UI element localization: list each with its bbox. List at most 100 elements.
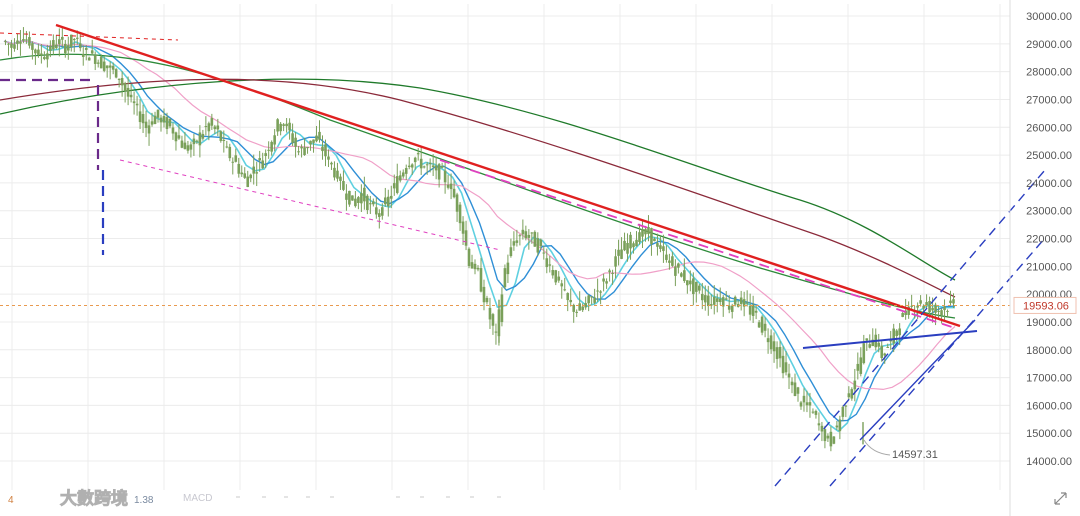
candle-body [778,346,782,359]
candle-body [611,273,614,275]
candle-body [10,43,13,48]
candle-body [563,289,567,291]
candle-body [49,45,52,51]
candle-body [276,119,279,132]
y-tick-label: 27000.00 [1026,94,1072,106]
candle-body [763,323,767,331]
macd-label[interactable]: MACD [183,493,212,504]
candle-body [297,151,300,153]
candle-body [312,139,315,143]
candle-body [709,304,713,306]
candle-body [333,167,336,178]
candle-body [13,44,16,49]
candle-body [781,355,785,374]
y-tick-label: 19000.00 [1026,317,1072,329]
candle-body [638,232,641,243]
downtrend-line [55,23,961,328]
candle-body [108,65,112,68]
candle-body [198,132,202,146]
candle-body [557,276,561,281]
candle-body [34,49,37,54]
candle-body [416,153,420,155]
candle-body [760,316,764,333]
candle-body [712,296,716,305]
candle-body [700,293,704,301]
candle-body [96,62,100,64]
candle-body [443,170,447,183]
trend-overlay-dash [439,159,956,329]
candle-body [739,297,743,305]
candle-body [348,190,351,205]
candle-body [856,363,860,371]
candle-body [659,245,662,249]
channel-lower [829,237,1046,487]
candle-body [165,117,169,129]
candle-body [273,135,276,145]
candle-body [464,230,468,246]
candle-body [775,347,779,359]
candle-body [494,331,498,333]
y-tick-label: 14000.00 [1026,456,1072,468]
candle-body [156,109,160,118]
candle-body [327,156,330,160]
candle-body [668,260,671,263]
candle-body [66,45,70,51]
candle-body [189,144,193,150]
candle-body [626,242,629,254]
candle-body [916,305,919,308]
candle-body [186,145,190,151]
candle-body [213,126,217,130]
y-tick-label: 23000.00 [1026,206,1072,218]
candle-body [581,306,584,311]
candle-body [548,264,552,266]
candle-body [730,305,734,312]
candle-body [389,195,393,199]
expand-icon[interactable] [1054,492,1067,505]
candle-body [820,425,824,432]
candle-body [144,121,148,129]
candle-body [395,176,399,193]
candle-body [488,307,492,320]
candle-body [584,303,587,308]
candle-body [892,328,895,344]
candle-body [650,228,653,245]
candle-body [141,114,145,124]
candle-body [138,111,142,123]
candle-body [689,280,692,285]
candle-body [506,262,510,275]
y-tick-label: 29000.00 [1026,39,1072,51]
candle-body [267,149,270,151]
y-tick-label: 21000.00 [1026,261,1072,273]
candle-body [784,362,788,373]
candle-body [829,431,833,447]
candle-body [530,232,534,234]
candle-body [461,221,465,234]
candle-body [132,101,136,104]
candle-body [55,44,58,49]
candle-body [258,158,261,161]
candle-body [536,238,540,253]
candle-body [22,39,25,41]
candle-body [919,300,922,304]
candle-body [4,41,7,43]
candles [4,27,955,452]
candle-body [7,43,10,45]
candle-body [419,158,423,169]
candle-body [596,290,599,292]
candle-body [270,141,273,152]
candle-body [647,227,650,234]
candle-body [111,65,115,70]
candle-body [485,297,489,303]
candle-body [623,240,626,251]
candle-body [662,246,665,251]
candle-body [653,238,656,242]
candle-body [339,176,342,181]
candle-body [748,305,752,315]
candle-body [901,313,904,317]
candle-body [147,125,151,134]
candle-body [545,258,549,268]
candle-body [940,310,943,316]
candle-body [500,294,504,323]
candle-body [575,311,578,313]
